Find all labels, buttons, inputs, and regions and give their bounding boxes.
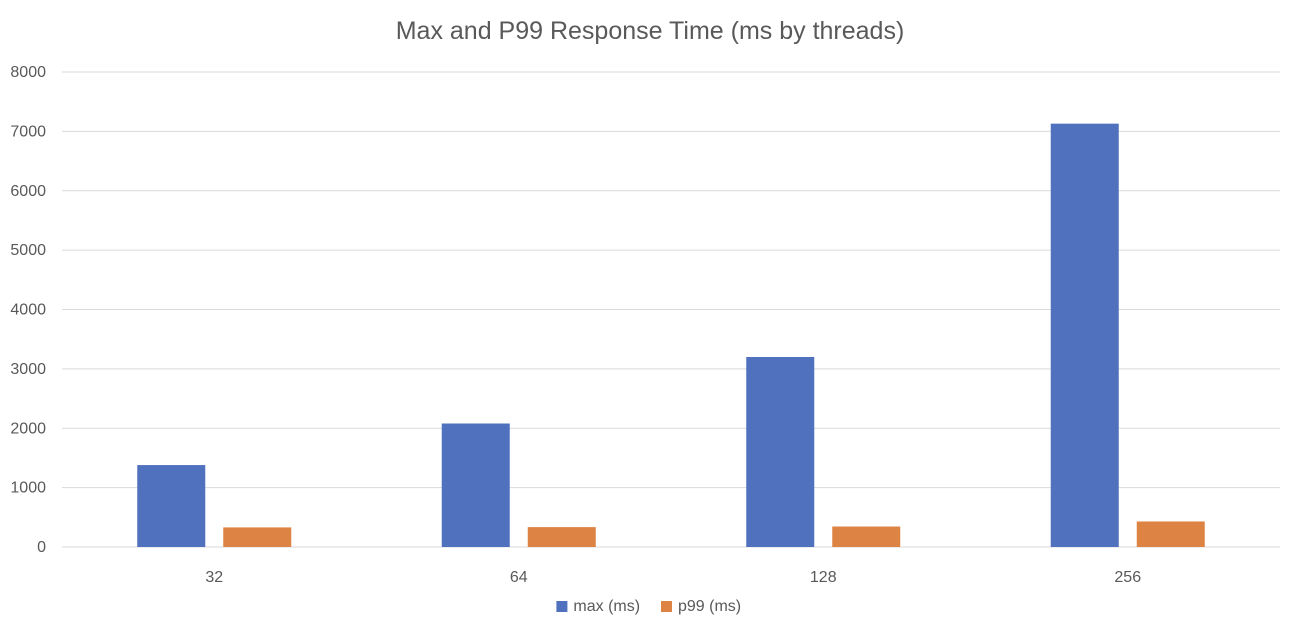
legend-label-max: max (ms)	[573, 598, 640, 615]
y-tick-label: 2000	[10, 420, 46, 437]
bar-max-32	[137, 465, 206, 547]
x-tick-label: 128	[810, 569, 837, 586]
bar-p99-32	[223, 527, 292, 547]
y-tick-label: 5000	[10, 242, 46, 259]
x-tick-label: 256	[1114, 569, 1141, 586]
legend-swatch-max	[556, 601, 568, 612]
legend: max (ms) p99 (ms)	[556, 598, 741, 615]
bar-max-256	[1050, 123, 1119, 547]
bar-max-64	[441, 423, 510, 547]
gridlines	[62, 71, 1280, 548]
bars	[137, 123, 1205, 547]
x-tick-label: 32	[205, 569, 223, 586]
chart-title: Max and P99 Response Time (ms by threads…	[396, 17, 905, 45]
legend-label-p99: p99 (ms)	[678, 598, 741, 615]
legend-swatch-p99	[661, 601, 672, 612]
y-tick-label: 1000	[10, 480, 46, 497]
bar-p99-64	[527, 527, 596, 547]
x-axis-tick-labels: 32 64 128 256	[205, 569, 1141, 586]
bar-max-128	[746, 357, 815, 547]
y-axis-tick-labels: 0 1000 2000 3000 4000 5000 6000 7000 8000	[10, 64, 46, 556]
bar-p99-256	[1136, 521, 1205, 547]
y-tick-label: 3000	[10, 361, 46, 378]
y-tick-label: 4000	[10, 302, 46, 319]
y-tick-label: 0	[37, 539, 46, 556]
x-tick-label: 64	[510, 569, 528, 586]
y-tick-label: 7000	[10, 123, 46, 140]
bar-p99-128	[832, 526, 901, 547]
y-tick-label: 6000	[10, 183, 46, 200]
y-tick-label: 8000	[10, 64, 46, 81]
